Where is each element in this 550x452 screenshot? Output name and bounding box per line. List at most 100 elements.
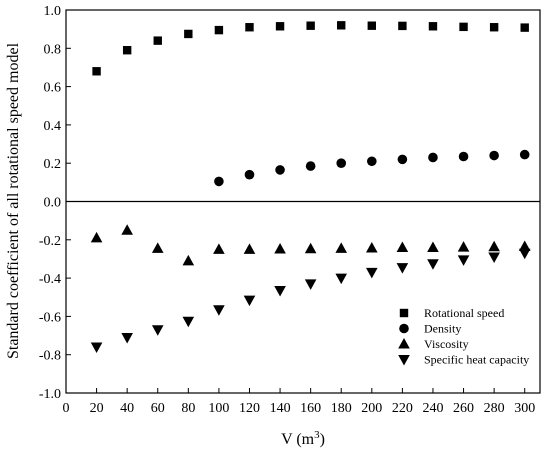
data-point [213,243,225,254]
data-point [213,305,225,316]
series-1 [214,149,530,187]
legend-label: Viscosity [424,337,469,351]
series-0 [92,21,529,76]
data-point [274,242,286,254]
series-2 [90,224,531,266]
data-point [367,21,377,30]
data-point [396,241,409,252]
x-tick-label: 80 [181,401,195,416]
axis-ticks: 0 20 40 60 80 100 120 140 160 180 200 220 240 260 280 3… [39,4,535,416]
data-point [214,176,224,187]
data-point [366,242,378,253]
data-point [92,67,101,76]
data-point [457,241,470,252]
data-point [121,332,133,344]
data-point [489,150,499,161]
y-tick-label: -0.4 [39,272,61,287]
legend-marker [399,323,409,334]
x-tick-label: 220 [392,401,413,416]
data-point [275,165,285,175]
data-point [245,23,254,32]
data-point [306,21,315,30]
series-3 [90,248,531,354]
data-point [488,252,500,264]
data-point [519,149,530,160]
data-point [121,224,133,235]
x-tick-label: 140 [270,401,291,416]
data-points [90,21,531,354]
data-point [244,169,255,180]
legend-marker [399,308,409,318]
x-axis-title: V (m3) [281,429,325,448]
data-point [398,21,407,31]
data-point [518,248,531,260]
legend-label: Density [424,322,461,336]
data-point [305,161,316,171]
data-point [428,152,438,163]
y-axis-title: Standard coefficient of all rotational s… [5,42,22,359]
data-point [458,151,469,162]
data-point [518,240,531,252]
data-point [366,267,378,279]
data-point [427,259,439,270]
data-point [489,23,499,32]
data-point [275,22,285,31]
data-point [151,242,164,253]
data-point [367,156,377,167]
x-tick-label: 200 [361,401,382,416]
legend-marker [398,355,410,366]
data-point [488,240,500,252]
data-point [335,273,348,285]
x-tick-label: 60 [151,401,165,416]
legend-label: Specific heat capacity [424,353,529,367]
x-tick-label: 0 [63,401,70,416]
y-tick-label: 0.2 [44,157,62,172]
x-tick-label: 280 [484,401,505,416]
x-tick-label: 160 [300,401,321,416]
data-point [182,316,195,328]
legend-label: Rotational speed [424,306,504,320]
y-tick-label: -0.8 [39,349,61,364]
data-point [427,241,439,252]
legend-marker [398,338,410,349]
y-tick-label: 0.6 [44,81,62,96]
data-point [396,263,409,274]
y-tick-label: -0.2 [39,234,61,249]
data-point [153,36,162,45]
data-point [274,286,286,297]
y-tick-label: 0.0 [44,196,62,211]
data-point [397,154,408,165]
x-tick-label: 180 [331,401,352,416]
x-tick-label: 20 [90,401,104,416]
data-point [336,158,347,168]
data-point [428,22,438,31]
x-tick-label: 40 [120,401,134,416]
data-point [214,25,224,35]
data-point [90,342,103,354]
x-tick-label: 100 [208,401,229,416]
data-point [182,254,195,266]
data-point [243,295,256,307]
data-point [520,23,529,32]
data-point [304,242,317,254]
data-point [457,255,470,266]
data-point [122,46,132,55]
x-tick-label: 260 [453,401,474,416]
data-point [459,22,468,32]
y-tick-label: 0.8 [44,42,62,57]
y-tick-label: -0.6 [39,310,61,325]
data-point [151,325,164,336]
data-point [337,21,346,30]
x-tick-label: 120 [239,401,260,416]
y-tick-label: 1.0 [44,4,62,19]
y-tick-label: -1.0 [39,387,61,402]
x-tick-label: 300 [514,401,535,416]
data-point [304,279,317,290]
data-point [90,231,103,243]
data-point [243,243,256,254]
data-point [335,242,348,253]
x-tick-label: 240 [422,401,443,416]
data-point [184,29,193,39]
